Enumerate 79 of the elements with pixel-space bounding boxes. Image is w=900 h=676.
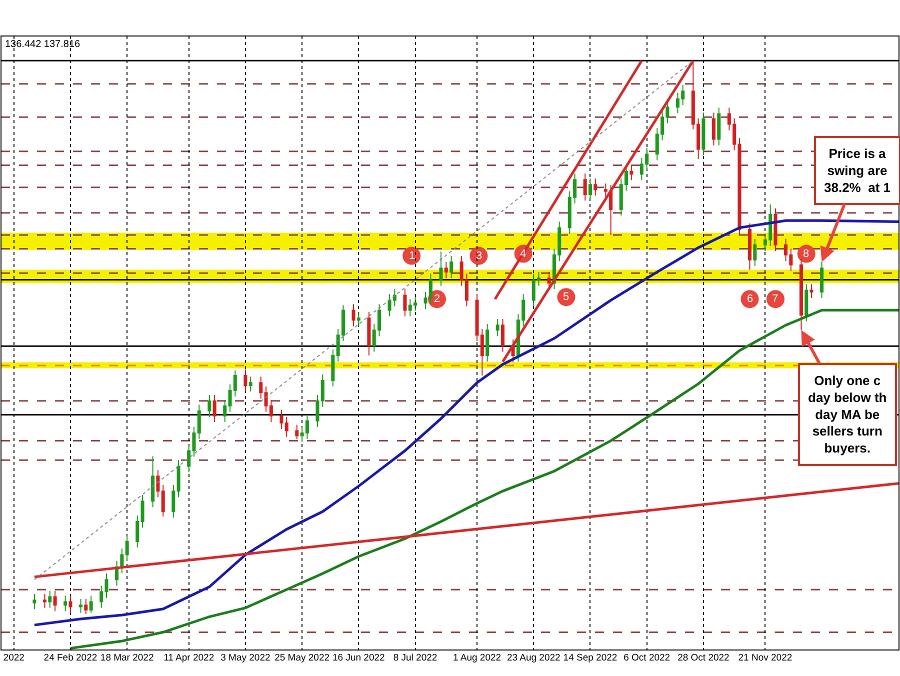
candlestick bbox=[804, 284, 808, 322]
annotation: 8 bbox=[803, 248, 810, 260]
candlestick bbox=[208, 394, 212, 418]
candlestick bbox=[356, 311, 360, 327]
candlestick bbox=[588, 178, 592, 202]
candlestick bbox=[161, 484, 165, 518]
candlestick bbox=[753, 238, 757, 266]
candlestick bbox=[295, 424, 299, 440]
candlestick bbox=[53, 590, 57, 612]
candlestick bbox=[136, 514, 140, 548]
candlestick bbox=[717, 107, 721, 146]
candlestick bbox=[212, 394, 216, 422]
annotation: 7 bbox=[772, 293, 778, 305]
candlestick bbox=[820, 262, 824, 299]
x-tick-label: 14 Sep 2022 bbox=[563, 652, 618, 664]
x-tick-label: 2022 bbox=[3, 652, 24, 664]
candlestick bbox=[68, 595, 72, 614]
candlestick bbox=[32, 594, 36, 610]
x-tick-label: 21 Nov 2022 bbox=[738, 652, 792, 664]
text: 136.442 137.816 bbox=[5, 39, 81, 50]
candlestick bbox=[331, 348, 335, 388]
candlestick bbox=[244, 368, 248, 392]
annotation: 1 bbox=[409, 250, 416, 262]
candlestick bbox=[120, 548, 124, 574]
candlestick bbox=[352, 304, 356, 327]
x-tick-label: 25 May 2022 bbox=[274, 652, 330, 664]
x-tick-label: 6 Oct 2022 bbox=[624, 652, 670, 664]
candlestick bbox=[403, 288, 407, 317]
candlestick bbox=[439, 251, 443, 286]
candlestick bbox=[42, 594, 46, 608]
candlestick bbox=[486, 324, 490, 362]
candlestick bbox=[140, 494, 144, 528]
candlestick bbox=[444, 262, 448, 279]
candlestick bbox=[609, 184, 613, 236]
candlestick bbox=[89, 595, 93, 614]
candlestick bbox=[367, 311, 371, 356]
x-tick-label: 1 Aug 2022 bbox=[452, 652, 502, 664]
candlestick bbox=[64, 595, 68, 612]
x-tick-label: 18 Mar 2022 bbox=[100, 652, 154, 664]
candlestick bbox=[151, 456, 155, 508]
annotation: 3 bbox=[476, 250, 482, 262]
annotation: 4 bbox=[520, 248, 526, 260]
annotation: 5 bbox=[563, 291, 570, 303]
candlestick bbox=[594, 178, 598, 196]
candlestick bbox=[712, 112, 716, 146]
x-tick-label: 16 Jun 2022 bbox=[332, 652, 385, 664]
annotation: Only one c day below th day MA be sellers turn buyers. bbox=[808, 373, 887, 456]
candlestick bbox=[197, 404, 201, 440]
candlestick bbox=[248, 376, 252, 392]
candlestick bbox=[702, 112, 706, 156]
annotation: Price is a swing are 38.2% at 1 bbox=[824, 146, 890, 195]
candlestick bbox=[604, 183, 608, 198]
candlestick bbox=[810, 284, 814, 299]
candlestick bbox=[496, 318, 500, 337]
candlestick bbox=[748, 222, 752, 270]
x-tick-label: 8 Jul 2022 bbox=[393, 652, 438, 664]
x-tick-label: 23 Aug 2022 bbox=[506, 652, 560, 664]
candlestick bbox=[79, 598, 83, 614]
candlestick bbox=[259, 376, 263, 400]
candlestick bbox=[799, 258, 803, 331]
candlestick bbox=[84, 598, 88, 614]
candlestick bbox=[172, 484, 176, 518]
x-tick-label: 24 Feb 2022 bbox=[44, 652, 98, 664]
candlestick bbox=[450, 255, 454, 279]
candlestick bbox=[125, 534, 129, 562]
annotation: 2 bbox=[434, 293, 440, 305]
candlestick bbox=[774, 208, 778, 252]
annotation: 6 bbox=[747, 293, 754, 305]
x-tick-label: 11 Apr 2022 bbox=[164, 652, 214, 664]
candlestick bbox=[500, 318, 505, 352]
candlestick bbox=[280, 409, 284, 430]
candlestick bbox=[630, 164, 634, 181]
candlestick bbox=[284, 416, 288, 438]
x-tick-label: 3 May 2022 bbox=[220, 652, 270, 664]
candlestick bbox=[583, 173, 587, 202]
candlestick bbox=[48, 590, 52, 608]
x-tick-label: 28 Oct 2022 bbox=[678, 652, 730, 664]
candlestick bbox=[156, 470, 160, 498]
candlestick bbox=[176, 460, 180, 498]
